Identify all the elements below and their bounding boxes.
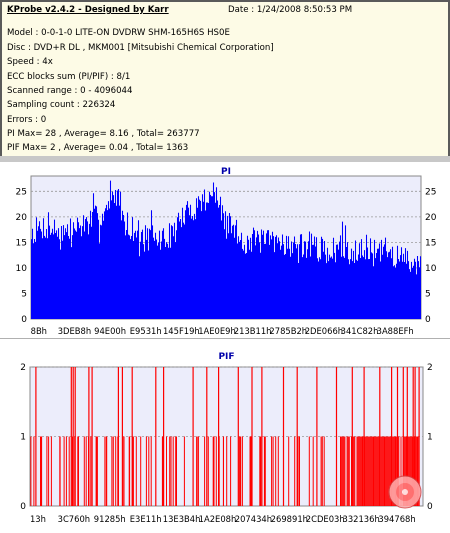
y-tick-label-right: 10 — [425, 264, 437, 274]
y-tick-label-right: 1 — [427, 433, 433, 443]
speed-text: Speed : 4x — [7, 57, 53, 67]
x-tick-label: 2785B2h — [269, 326, 307, 336]
y-tick-label-right: 0 — [427, 502, 433, 512]
x-tick-label: 213B11h — [234, 326, 272, 336]
pif-chart: PIF 0 0 1 1 2 2 13h 3C760h 91285h E3E11h 13E3B4h1A2… — [20, 352, 433, 524]
y-tick-label-right: 20 — [425, 213, 437, 223]
pif-series-bars-2 — [35, 367, 420, 506]
x-tick-label: 13h — [30, 514, 46, 524]
app-title: KProbe v2.4.2 - Designed by Karr — [7, 5, 169, 15]
y-tick-label-right: 2 — [427, 363, 433, 373]
x-tick-label: 3A88EFh — [377, 326, 414, 336]
x-tick-label: 1A2E08h — [199, 514, 237, 524]
y-tick-label-right: 25 — [425, 187, 436, 197]
x-tick-label: 8Bh — [31, 326, 47, 336]
y-tick-label-left: 10 — [16, 264, 28, 274]
x-tick-label: 332136h — [342, 514, 379, 524]
disc-icon — [388, 475, 422, 509]
ecc-text: ECC blocks sum (PI/PIF) : 8/1 — [7, 72, 131, 82]
pi-chart-panel: PI 0 0 5 5 10 10 15 15 20 20 25 25 8Bh 3DEB8h 94E00h E95… — [0, 162, 450, 339]
x-tick-label: 269891h — [271, 514, 308, 524]
y-tick-label-left: 0 — [20, 502, 26, 512]
x-tick-label: 207434h — [235, 514, 272, 524]
x-tick-label: 2DE066h — [305, 326, 343, 336]
pi-series-bars — [30, 180, 422, 319]
y-tick-label-right: 5 — [425, 289, 431, 299]
x-tick-label: 3DEB8h — [58, 326, 91, 336]
x-tick-label: E9531h — [130, 326, 162, 336]
pi-summary-text: PI Max= 28 , Average= 8.16 , Total= 2637… — [7, 129, 200, 139]
x-tick-label: 341C82h — [341, 326, 379, 336]
disc-hole — [402, 489, 408, 495]
x-tick-label: 91285h — [94, 514, 126, 524]
y-tick-label-left: 5 — [21, 289, 27, 299]
y-tick-label-left: 0 — [21, 315, 27, 325]
pif-summary-text: PIF Max= 2 , Average= 0.04 , Total= 1363 — [7, 143, 189, 153]
y-tick-label-left: 2 — [20, 363, 26, 373]
x-tick-label: 94E00h — [94, 326, 126, 336]
panel-separator — [0, 156, 450, 162]
model-text: Model : 0-0-1-0 LITE-ON DVDRW SHM-165H6S… — [7, 28, 230, 38]
x-tick-label: 13E3B4h — [163, 514, 201, 524]
y-tick-label-left: 25 — [16, 187, 27, 197]
disc-text: Disc : DVD+R DL , MKM001 [Mitsubishi Che… — [7, 43, 274, 53]
y-tick-label-right: 15 — [425, 238, 436, 248]
y-tick-label-left: 20 — [16, 213, 28, 223]
pif-chart-panel: PIF 0 0 1 1 2 2 13h 3C760h 91285h E3E11h 13E3B4h 1A2… — [0, 340, 450, 529]
x-tick-label: 145F19h — [163, 326, 200, 336]
pi-chart: PI 0 0 5 5 10 10 15 15 20 20 25 25 8Bh 3DEB8h 94E00h E95… — [16, 167, 437, 336]
x-tick-label: 2CDE03h — [306, 514, 345, 524]
chart-title-pif: PIF — [218, 352, 234, 362]
scanned-range-text: Scanned range : 0 - 4096044 — [7, 86, 133, 96]
info-panel: KProbe v2.4.2 - Designed by Karr Date : … — [0, 0, 450, 158]
errors-text: Errors : 0 — [7, 115, 47, 125]
x-tick-label: 3C760h — [58, 514, 90, 524]
y-tick-label-left: 15 — [16, 238, 27, 248]
sampling-count-text: Sampling count : 226324 — [7, 100, 116, 110]
date-text: Date : 1/24/2008 8:50:53 PM — [228, 5, 353, 15]
chart-title-pi: PI — [221, 167, 231, 177]
x-tick-label: 394768h — [378, 514, 415, 524]
x-tick-label: E3E11h — [130, 514, 162, 524]
y-tick-label-right: 0 — [425, 315, 431, 325]
y-tick-label-left: 1 — [20, 433, 26, 443]
x-tick-label: 1AE0E9h — [198, 326, 236, 336]
